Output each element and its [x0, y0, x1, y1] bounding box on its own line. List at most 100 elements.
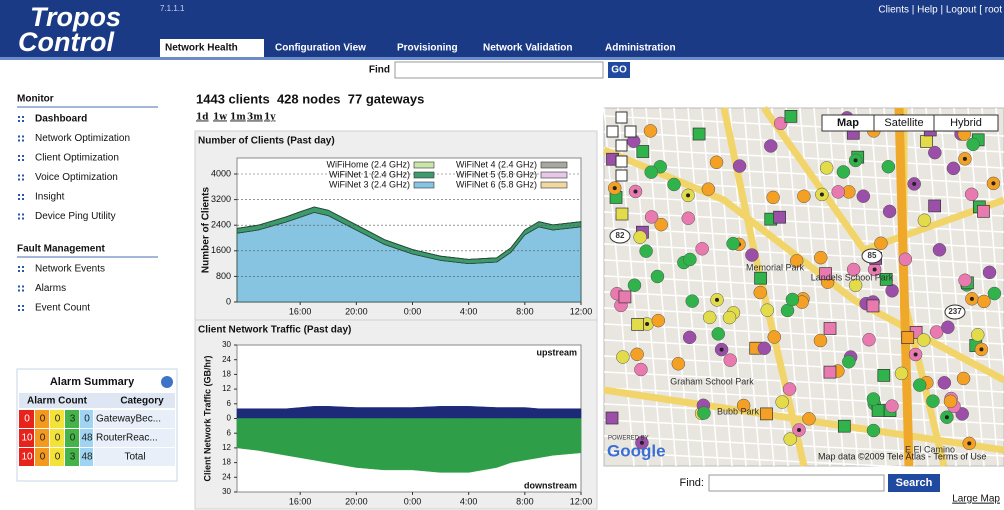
- map-marker[interactable]: [917, 213, 932, 228]
- map-marker[interactable]: [885, 283, 899, 298]
- map-marker[interactable]: [964, 187, 979, 202]
- map-marker[interactable]: [651, 313, 666, 328]
- map-marker[interactable]: [636, 145, 650, 158]
- map-marker[interactable]: [723, 353, 737, 367]
- map-marker[interactable]: [701, 182, 716, 196]
- map-marker[interactable]: [885, 399, 899, 413]
- map-marker[interactable]: [633, 230, 647, 244]
- nav-item[interactable]: Dashboard: [35, 114, 87, 125]
- map-attribution[interactable]: Map data ©2009 Tele Atlas - Terms of Use: [818, 451, 986, 461]
- map-marker[interactable]: [773, 116, 788, 131]
- map-marker[interactable]: [941, 320, 955, 335]
- map-marker[interactable]: [881, 159, 896, 174]
- map-marker[interactable]: [615, 207, 629, 221]
- map-marker[interactable]: [862, 332, 876, 347]
- map-marker[interactable]: [932, 243, 947, 257]
- map-control[interactable]: [615, 155, 628, 168]
- map-type-button[interactable]: [933, 114, 999, 132]
- map-marker[interactable]: [866, 423, 881, 438]
- map-marker[interactable]: [616, 350, 630, 364]
- nav-item[interactable]: Alarms: [35, 283, 66, 294]
- nav-tab[interactable]: Administration: [605, 43, 676, 54]
- map-marker[interactable]: [977, 294, 991, 309]
- map-marker[interactable]: [937, 376, 952, 390]
- map-marker[interactable]: [928, 199, 942, 213]
- map-marker[interactable]: [848, 278, 863, 293]
- map-marker[interactable]: [912, 378, 927, 392]
- map-marker[interactable]: [682, 330, 697, 345]
- map-marker[interactable]: [634, 362, 648, 377]
- map-control[interactable]: [615, 169, 628, 182]
- map-marker[interactable]: [823, 322, 837, 335]
- map-marker[interactable]: [901, 331, 915, 345]
- map-type-label[interactable]: Hybrid: [950, 117, 982, 129]
- map-marker[interactable]: [627, 278, 642, 292]
- period-link[interactable]: 1w: [213, 113, 227, 123]
- nav-item[interactable]: Voice Optimization: [35, 172, 118, 183]
- map-marker[interactable]: [866, 392, 881, 406]
- map-marker[interactable]: [618, 290, 632, 304]
- nav-item[interactable]: Client Optimization: [35, 153, 119, 164]
- map-marker[interactable]: [773, 210, 786, 224]
- map-marker[interactable]: [871, 404, 885, 417]
- map-marker[interactable]: [802, 412, 816, 426]
- map-marker[interactable]: [764, 139, 778, 153]
- map-marker[interactable]: [695, 242, 709, 256]
- nav-tab[interactable]: Configuration View: [275, 43, 366, 54]
- map-marker[interactable]: [711, 327, 726, 341]
- map-marker[interactable]: [605, 411, 619, 425]
- map-marker[interactable]: [856, 189, 871, 203]
- map-marker[interactable]: [650, 269, 665, 284]
- map-marker[interactable]: [813, 250, 828, 265]
- map-marker[interactable]: [977, 204, 990, 218]
- period-link[interactable]: 3m: [247, 113, 263, 123]
- map-marker[interactable]: [926, 394, 940, 408]
- map-marker[interactable]: [753, 285, 767, 300]
- map-marker[interactable]: [943, 394, 958, 409]
- map-marker[interactable]: [920, 135, 933, 148]
- map-marker[interactable]: [866, 299, 880, 313]
- map-marker[interactable]: [703, 310, 717, 325]
- map-marker[interactable]: [956, 371, 971, 386]
- map-marker[interactable]: [819, 267, 832, 280]
- nav-item[interactable]: Event Count: [35, 303, 90, 314]
- map-marker[interactable]: [782, 382, 797, 396]
- map-marker[interactable]: [874, 236, 888, 251]
- map-marker[interactable]: [722, 310, 737, 325]
- map-marker[interactable]: [639, 244, 653, 258]
- nav-tab[interactable]: Network Health: [165, 43, 238, 54]
- top-links[interactable]: Clients | Help | Logout [ root: [878, 5, 1002, 16]
- map-marker[interactable]: [643, 124, 658, 138]
- map-marker[interactable]: [631, 318, 645, 331]
- map-marker[interactable]: [683, 252, 697, 267]
- map-marker[interactable]: [958, 273, 972, 288]
- map-marker[interactable]: [732, 159, 747, 173]
- nav-tab[interactable]: Network Validation: [483, 43, 572, 54]
- map-control[interactable]: [624, 125, 637, 138]
- map-control[interactable]: [615, 111, 628, 124]
- map-marker[interactable]: [754, 271, 767, 285]
- map-marker[interactable]: [894, 366, 909, 381]
- map-marker[interactable]: [630, 347, 644, 362]
- map-marker[interactable]: [877, 369, 891, 382]
- map-marker[interactable]: [987, 286, 1002, 301]
- map-marker[interactable]: [882, 204, 897, 219]
- nav-item[interactable]: Insight: [35, 192, 65, 203]
- map-marker[interactable]: [789, 254, 804, 268]
- map-marker[interactable]: [819, 161, 834, 175]
- map-type-label[interactable]: Satellite: [884, 117, 923, 129]
- map-marker[interactable]: [671, 356, 686, 371]
- map-marker[interactable]: [797, 189, 811, 204]
- map-marker[interactable]: [823, 365, 837, 379]
- map-control[interactable]: [606, 125, 619, 138]
- map-marker[interactable]: [966, 137, 980, 152]
- map-marker[interactable]: [644, 210, 659, 224]
- find-input[interactable]: [394, 61, 604, 79]
- map-marker[interactable]: [971, 328, 985, 342]
- map-marker[interactable]: [775, 395, 789, 409]
- map-marker[interactable]: [685, 294, 699, 308]
- map-marker[interactable]: [836, 165, 851, 179]
- map-marker[interactable]: [879, 273, 893, 286]
- map-marker[interactable]: [916, 333, 931, 347]
- collapse-icon[interactable]: [161, 376, 173, 388]
